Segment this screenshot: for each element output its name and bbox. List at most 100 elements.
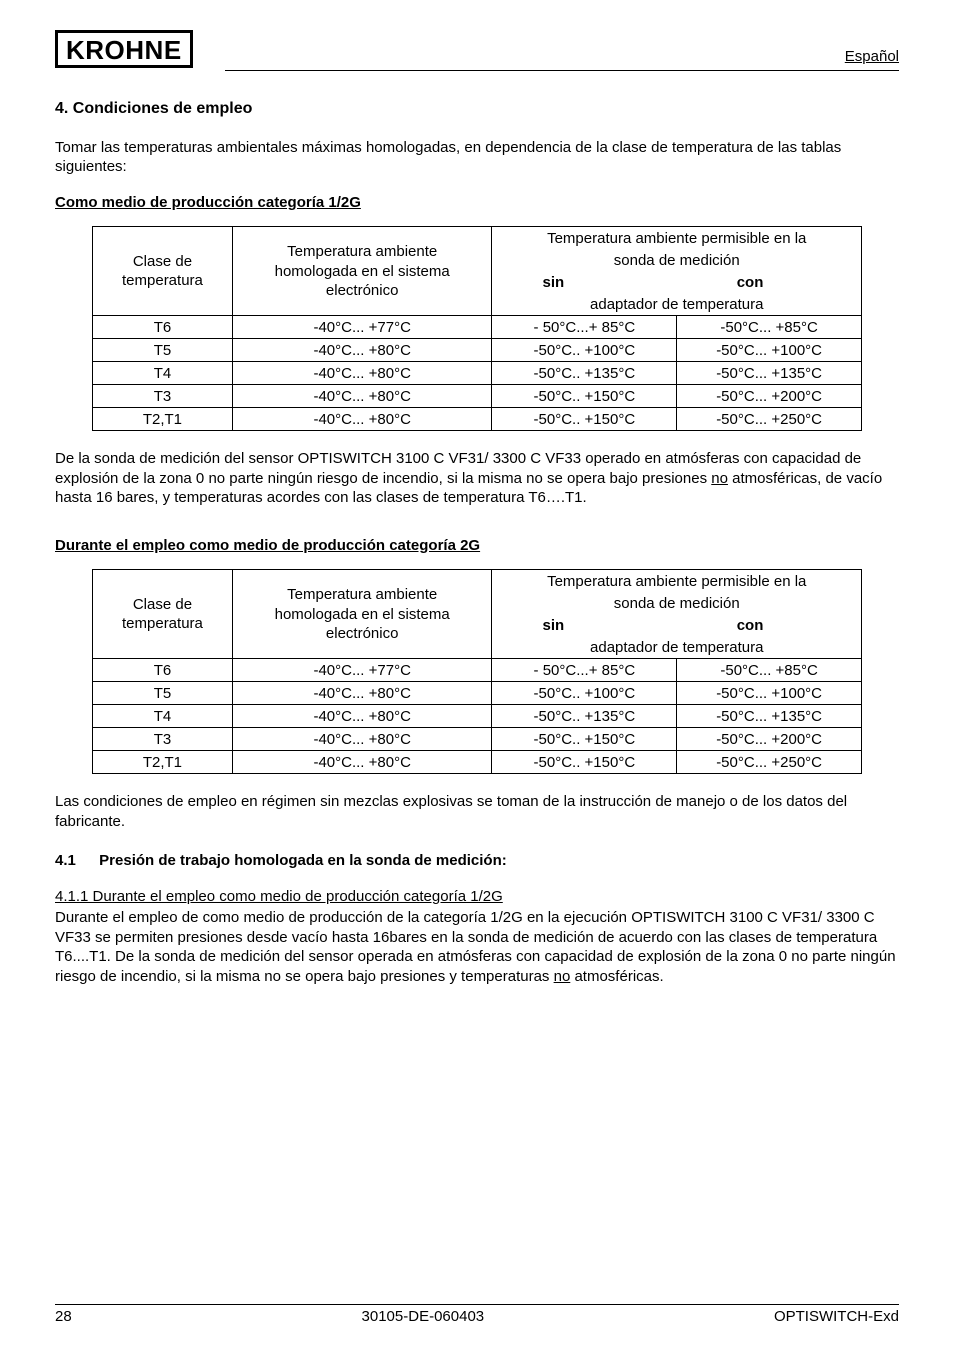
t1-r2-c2: -40°C... +80°C	[232, 362, 492, 385]
t1-h-col1-l2: temperatura	[122, 272, 203, 289]
t1-r1-c1: T5	[93, 339, 233, 362]
table-row: T3 -40°C... +80°C -50°C.. +150°C -50°C..…	[93, 385, 862, 408]
t1-r4-c3: -50°C.. +150°C	[492, 408, 677, 431]
intro-paragraph: Tomar las temperaturas ambientales máxim…	[55, 138, 899, 177]
t2-r3-c2: -40°C... +80°C	[232, 728, 492, 751]
t2-r4-c2: -40°C... +80°C	[232, 751, 492, 774]
t2-r1-c1: T5	[93, 682, 233, 705]
table-row: T2,T1 -40°C... +80°C -50°C.. +150°C -50°…	[93, 751, 862, 774]
sub-4-1-1-body-b: atmosféricas.	[570, 968, 663, 985]
t1-r4-c4: -50°C... +250°C	[677, 408, 862, 431]
t1-r3-c3: -50°C.. +150°C	[492, 385, 677, 408]
table-row: T5 -40°C... +80°C -50°C.. +100°C -50°C..…	[93, 339, 862, 362]
t2-r4-c4: -50°C... +250°C	[677, 751, 862, 774]
t1-h-col2-l3: electrónico	[326, 282, 399, 299]
t2-h-col2: Temperatura ambiente homologada en el si…	[232, 570, 492, 659]
footer-rule	[55, 1304, 899, 1305]
t1-r4-c1: T2,T1	[93, 408, 233, 431]
t1-r3-c2: -40°C... +80°C	[232, 385, 492, 408]
t2-r3-c1: T3	[93, 728, 233, 751]
t1-r2-c4: -50°C... +135°C	[677, 362, 862, 385]
t1-r0-c4: -50°C... +85°C	[677, 316, 862, 339]
t1-h-col34-l1: Temperatura ambiente permisible en la	[492, 227, 862, 250]
t2-r2-c1: T4	[93, 705, 233, 728]
t2-r1-c2: -40°C... +80°C	[232, 682, 492, 705]
table-row: T6 -40°C... +77°C - 50°C...+ 85°C -50°C.…	[93, 659, 862, 682]
table-1: Clase de temperatura Temperatura ambient…	[92, 226, 862, 431]
page: KROHNE Español 4. Condiciones de empleo …	[0, 0, 954, 1350]
t2-h-col1-l1: Clase de	[133, 596, 192, 613]
sub-4-1-1-body-a: Durante el empleo de como medio de produ…	[55, 909, 896, 985]
footer-doc-id: 30105-DE-060403	[362, 1307, 485, 1327]
t1-h-col34-l2: sonda de medición	[492, 249, 862, 271]
t1-h-col34-l4: adaptador de temperatura	[492, 293, 862, 316]
t2-h-col1-l2: temperatura	[122, 615, 203, 632]
table-row: T6 -40°C... +77°C - 50°C...+ 85°C -50°C.…	[93, 316, 862, 339]
para-after-t1-no: no	[711, 470, 728, 487]
t2-h-col2-l1: Temperatura ambiente	[287, 586, 437, 603]
footer-row: 28 30105-DE-060403 OPTISWITCH-Exd	[55, 1307, 899, 1327]
footer: 28 30105-DE-060403 OPTISWITCH-Exd	[55, 1304, 899, 1327]
t1-r1-c3: -50°C.. +100°C	[492, 339, 677, 362]
t2-r4-c1: T2,T1	[93, 751, 233, 774]
language-label: Español	[845, 47, 899, 69]
sub-4-1-heading: 4.1 Presión de trabajo homologada en la …	[55, 851, 899, 871]
t2-h-col2-l2: homologada en el sistema	[275, 606, 450, 623]
t1-r2-c3: -50°C.. +135°C	[492, 362, 677, 385]
sub-4-1-1-body: Durante el empleo de como medio de produ…	[55, 908, 899, 986]
table1-heading: Como medio de producción categoría 1/2G	[55, 193, 899, 213]
t1-r3-c4: -50°C... +200°C	[677, 385, 862, 408]
t2-h-col34-l4: adaptador de temperatura	[492, 636, 862, 659]
t2-r3-c3: -50°C.. +150°C	[492, 728, 677, 751]
t1-r0-c3: - 50°C...+ 85°C	[492, 316, 677, 339]
table-row: T3 -40°C... +80°C -50°C.. +150°C -50°C..…	[93, 728, 862, 751]
footer-product: OPTISWITCH-Exd	[774, 1307, 899, 1327]
t2-r1-c4: -50°C... +100°C	[677, 682, 862, 705]
table-row: T2,T1 -40°C... +80°C -50°C.. +150°C -50°…	[93, 408, 862, 431]
t1-r1-c4: -50°C... +100°C	[677, 339, 862, 362]
t2-r1-c3: -50°C.. +100°C	[492, 682, 677, 705]
t1-h-col1: Clase de temperatura	[93, 227, 233, 316]
t1-h-col2-l1: Temperatura ambiente	[287, 243, 437, 260]
t2-h-col1: Clase de temperatura	[93, 570, 233, 659]
sub-4-1-title: Presión de trabajo homologada en la sond…	[99, 852, 507, 869]
t2-r3-c4: -50°C... +200°C	[677, 728, 862, 751]
t1-h-col2: Temperatura ambiente homologada en el si…	[232, 227, 492, 316]
t2-r0-c2: -40°C... +77°C	[232, 659, 492, 682]
para-after-table2: Las condiciones de empleo en régimen sin…	[55, 792, 899, 831]
t1-r2-c1: T4	[93, 362, 233, 385]
t2-r0-c3: - 50°C...+ 85°C	[492, 659, 677, 682]
t1-r3-c1: T3	[93, 385, 233, 408]
header-rule	[225, 70, 899, 71]
t2-r2-c3: -50°C.. +135°C	[492, 705, 677, 728]
table-row: T4 -40°C... +80°C -50°C.. +135°C -50°C..…	[93, 362, 862, 385]
t2-h-sin: sin	[492, 614, 677, 636]
t2-h-col2-l3: electrónico	[326, 625, 399, 642]
t2-h-col34-l1: Temperatura ambiente permisible en la	[492, 570, 862, 593]
brand-logo: KROHNE	[55, 30, 193, 68]
sub-4-1-num: 4.1	[55, 851, 95, 871]
t1-h-col1-l1: Clase de	[133, 253, 192, 270]
t1-h-con: con	[677, 271, 862, 293]
t2-r4-c3: -50°C.. +150°C	[492, 751, 677, 774]
t2-h-con: con	[677, 614, 862, 636]
table-2: Clase de temperatura Temperatura ambient…	[92, 569, 862, 774]
t1-r1-c2: -40°C... +80°C	[232, 339, 492, 362]
table2-heading: Durante el empleo como medio de producci…	[55, 536, 899, 556]
t1-r4-c2: -40°C... +80°C	[232, 408, 492, 431]
header-row: KROHNE Español	[55, 30, 899, 68]
section-title: 4. Condiciones de empleo	[55, 99, 899, 120]
t2-r2-c2: -40°C... +80°C	[232, 705, 492, 728]
t1-r0-c1: T6	[93, 316, 233, 339]
t2-h-col34-l2: sonda de medición	[492, 592, 862, 614]
t2-r0-c1: T6	[93, 659, 233, 682]
table-row: T5 -40°C... +80°C -50°C.. +100°C -50°C..…	[93, 682, 862, 705]
t1-h-sin: sin	[492, 271, 677, 293]
table-row: T4 -40°C... +80°C -50°C.. +135°C -50°C..…	[93, 705, 862, 728]
t2-r2-c4: -50°C... +135°C	[677, 705, 862, 728]
t1-h-col2-l2: homologada en el sistema	[275, 263, 450, 280]
t2-r0-c4: -50°C... +85°C	[677, 659, 862, 682]
t1-r0-c2: -40°C... +77°C	[232, 316, 492, 339]
footer-page-number: 28	[55, 1307, 72, 1327]
sub-4-1-1-heading: 4.1.1 Durante el empleo como medio de pr…	[55, 887, 899, 907]
